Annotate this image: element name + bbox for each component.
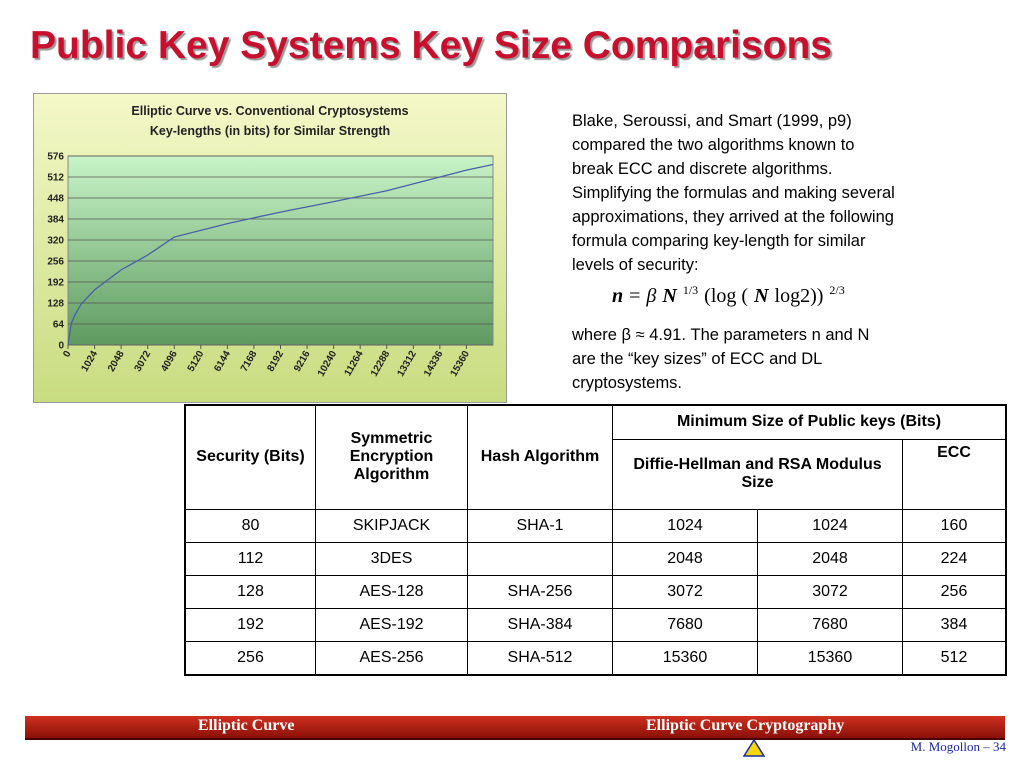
text-line: compared the two algorithms known to [572, 136, 855, 154]
y-tick-label: 576 [47, 152, 64, 163]
formula-part: (log ( [704, 284, 749, 307]
data-line [67, 163, 494, 346]
text-line: levels of security: [572, 256, 699, 274]
table-cell: 192 [184, 607, 316, 642]
y-tick-label: 320 [47, 236, 64, 247]
table-cell: 160 [902, 508, 1007, 543]
table-cell: 3072 [756, 574, 904, 609]
header-cell: ECC [902, 438, 1007, 510]
table-cell: 2048 [612, 541, 758, 576]
text-line: Simplifying the formulas and making seve… [572, 184, 895, 202]
header-cell: Diffie-Hellman and RSA Modulus Size [612, 438, 903, 510]
y-tick-label: 128 [47, 299, 64, 310]
table-cell: 256 [902, 574, 1007, 609]
page-number: M. Mogollon – 34 [910, 739, 1006, 754]
y-tick-label: 384 [47, 215, 64, 226]
key-size-table: Security (Bits) Symmetric Encryption Alg… [184, 404, 1007, 676]
table-cell: 224 [902, 541, 1007, 576]
table-cell: 3072 [612, 574, 758, 609]
y-tick-label: 0 [58, 341, 64, 352]
table-cell: 7680 [756, 607, 904, 642]
text-line: cryptosystems. [572, 374, 683, 392]
formula-part: 1/3 [682, 283, 699, 297]
table-cell: 512 [902, 640, 1007, 675]
y-tick-label: 512 [47, 173, 64, 184]
x-tick-label: 0 [61, 349, 74, 360]
table-cell: SKIPJACK [315, 508, 468, 543]
table-cell: SHA-384 [467, 607, 613, 642]
table-cell: 256 [184, 640, 316, 675]
table-cell: SHA-1 [467, 508, 613, 543]
y-tick-label: 448 [47, 194, 64, 205]
footer-center: Elliptic Curve Cryptography [646, 717, 845, 734]
formula-part: N [754, 284, 769, 307]
footer-bar [25, 716, 1005, 740]
text-line: approximations, they arrived at the foll… [572, 208, 894, 226]
explanation-text: where β ≈ 4.91. The parameters n and N ar… [572, 323, 869, 395]
formula-part: N [662, 284, 677, 307]
footer-left: Elliptic Curve [198, 717, 295, 734]
header-cell: Hash Algorithm [467, 404, 613, 510]
table-cell: 112 [184, 541, 316, 576]
table-cell: 1024 [612, 508, 758, 543]
chart-title: Elliptic Curve vs. Conventional Cryptosy… [131, 104, 408, 118]
y-tick-label: 192 [47, 278, 64, 289]
table-cell: 3DES [315, 541, 468, 576]
formula-part: = [629, 284, 641, 307]
y-tick-label: 64 [53, 320, 65, 331]
header-cell: Security (Bits) [184, 404, 316, 510]
slide-title: Public Key Systems Key Size Comparisons [30, 24, 832, 67]
table-cell: SHA-256 [467, 574, 613, 609]
table-row: 256 AES-256 SHA-512 15360 15360 512 [184, 640, 1007, 675]
table-cell: 2048 [756, 541, 904, 576]
text-line: Blake, Seroussi, and Smart (1999, p9) [572, 112, 852, 130]
chart: Elliptic Curve vs. Conventional Cryptosy… [33, 93, 507, 403]
chart-title: Key-lengths (in bits) for Similar Streng… [150, 124, 390, 138]
table-cell: AES-192 [315, 607, 468, 642]
table-cell: 15360 [612, 640, 758, 675]
table-row: 80 SKIPJACK SHA-1 1024 1024 160 [184, 508, 1007, 543]
nav-icon[interactable] [742, 738, 766, 758]
table-cell: SHA-512 [467, 640, 613, 675]
table-cell: 1024 [756, 508, 904, 543]
table-row: 192 AES-192 SHA-384 7680 7680 384 [184, 607, 1007, 642]
text-line: formula comparing key-length for similar [572, 232, 866, 250]
text-line: where β ≈ 4.91. The parameters n and N [572, 326, 870, 344]
text-line: are the “key sizes” of ECC and DL [572, 350, 823, 368]
table-cell: 7680 [612, 607, 758, 642]
table-cell [467, 541, 613, 576]
header-cell: Symmetric Encryption Algorithm [315, 404, 468, 510]
intro-text: Blake, Seroussi, and Smart (1999, p9) com… [572, 109, 895, 277]
formula-part: log2)) [774, 284, 824, 307]
formula-part: 2/3 [829, 283, 845, 297]
formula-part: n [612, 284, 624, 307]
table-cell: 384 [902, 607, 1007, 642]
plot-area [67, 155, 494, 346]
header-cell: Minimum Size of Public keys (Bits) [612, 404, 1007, 440]
text-line: break ECC and discrete algorithms. [572, 160, 833, 178]
table-cell: 128 [184, 574, 316, 609]
table-cell: AES-128 [315, 574, 468, 609]
table-cell: 15360 [756, 640, 904, 675]
table-row: 112 3DES 2048 2048 224 [184, 541, 1007, 576]
formula-part: β [646, 284, 657, 307]
table-cell: 80 [184, 508, 316, 543]
table-cell: AES-256 [315, 640, 468, 675]
y-tick-label: 256 [47, 257, 64, 268]
table-row: 128 AES-128 SHA-256 3072 3072 256 [184, 574, 1007, 609]
